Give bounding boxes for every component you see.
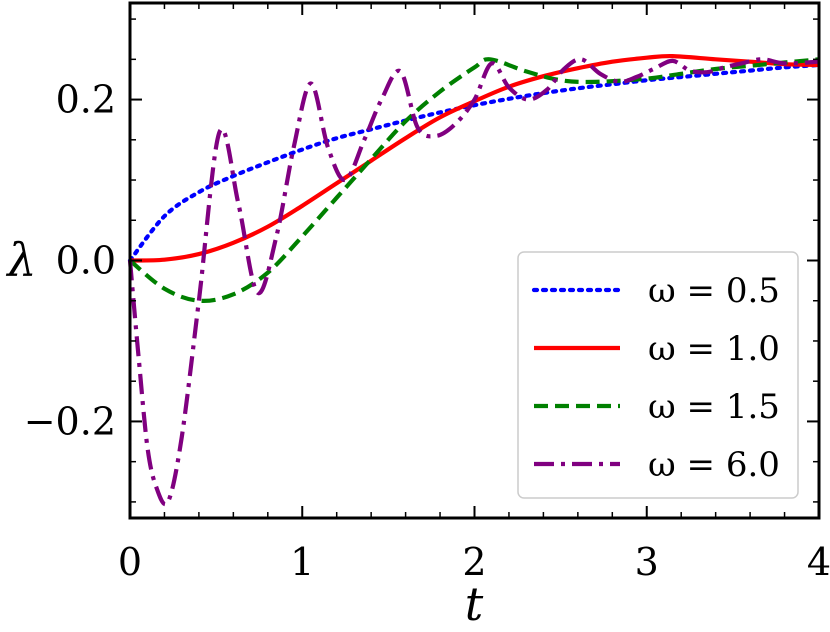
legend-items: ω = 0.5 ω = 1.0 ω = 1.5 ω = 6.0 — [531, 271, 780, 485]
series-line-2 — [129, 53, 820, 263]
y-tick-label: 0.0 — [56, 239, 116, 283]
legend-box — [517, 251, 799, 499]
x-tick-label: 3 — [635, 540, 659, 584]
y-tick-label: 0.2 — [56, 78, 116, 122]
series-line-1 — [127, 62, 822, 263]
x-tick-label: 2 — [462, 540, 486, 584]
series-layer — [127, 53, 822, 507]
x-tick-label: 1 — [290, 540, 314, 584]
series-line-3 — [128, 57, 820, 304]
y-tick-label: −0.2 — [24, 399, 116, 443]
ticks-layer: 0 1 2 3 4 −0.2 0.0 0.2 — [24, 3, 830, 584]
x-axis-label: t — [465, 577, 484, 631]
legend: ω = 0.5 ω = 1.0 ω = 1.5 ω = 6.0 — [517, 251, 799, 499]
x-tick-label: 4 — [807, 540, 830, 584]
legend-label-1: ω = 0.5 — [648, 271, 780, 311]
series-line-4 — [127, 57, 820, 507]
legend-label-4: ω = 6.0 — [648, 445, 780, 485]
y-axis-label: λ — [5, 233, 36, 287]
legend-label-3: ω = 1.5 — [648, 387, 780, 427]
x-tick-label: 0 — [118, 540, 142, 584]
legend-label-2: ω = 1.0 — [648, 329, 780, 369]
